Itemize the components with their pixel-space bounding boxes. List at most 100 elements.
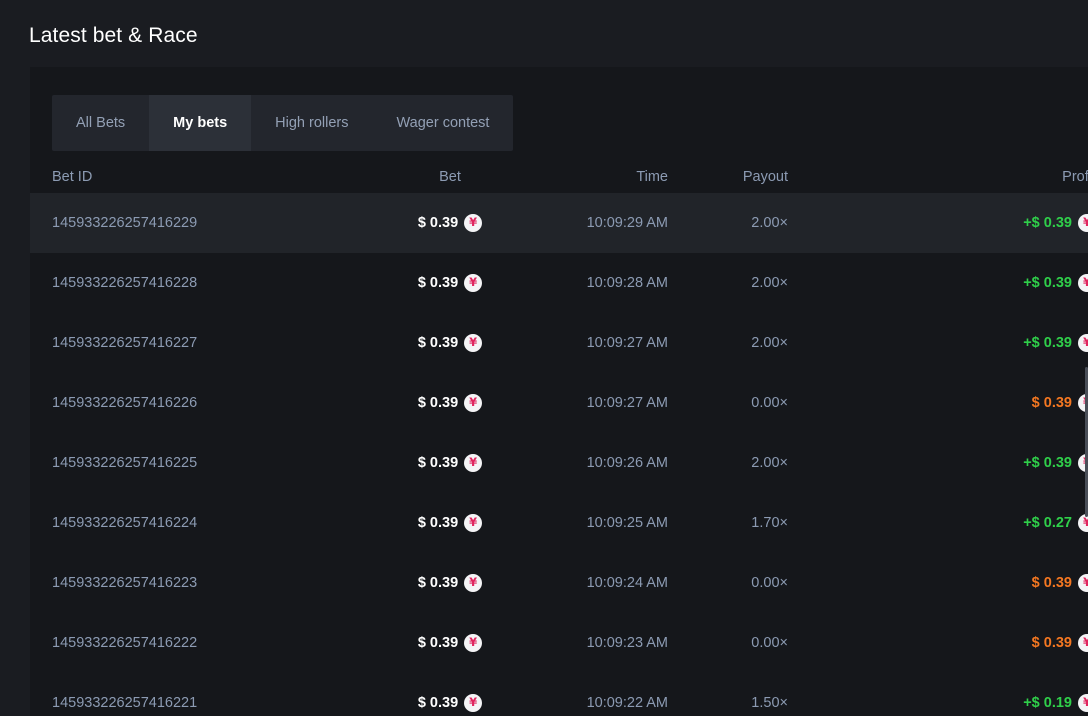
yen-coin-icon: ¥ (1078, 274, 1088, 292)
cell-bet-id[interactable]: 145933226257416226 (52, 395, 198, 411)
yen-coin-icon: ¥ (1078, 214, 1088, 232)
bet-amount-value: $ 0.39 (417, 635, 459, 651)
bet-amount-value: $ 0.39 (417, 515, 459, 531)
bet-amount-value: $ 0.39 (417, 335, 459, 351)
table-row[interactable]: 145933226257416223 $ 0.39 ¥10:09:24 AM 0.00… (30, 553, 1088, 613)
cell-payout: 2.00× (751, 455, 788, 471)
column-header-payout: Payout (742, 169, 788, 185)
profit-value: +$ 0.19 (1023, 695, 1072, 711)
yen-coin-icon: ¥ (464, 694, 483, 712)
cell-profit: $ 0.39¥ (820, 373, 1088, 433)
cell-time: 10:09:24 AM (586, 575, 668, 591)
cell-bet-amount: $ 0.39 ¥ (360, 253, 540, 313)
cell-bet-amount: $ 0.39 ¥ (360, 673, 540, 716)
yen-coin-icon: ¥ (464, 214, 483, 232)
cell-bet-id[interactable]: 145933226257416223 (52, 575, 198, 591)
cell-profit: +$ 0.27 ¥ (820, 493, 1088, 553)
yen-coin-icon: ¥ (464, 334, 483, 352)
bet-amount-value: $ 0.39 (417, 455, 459, 471)
cell-profit: +$ 0.39 ¥ (820, 313, 1088, 373)
tab-high-rollers[interactable]: High rollers (251, 95, 372, 151)
cell-bet-id[interactable]: 145933226257416225 (52, 455, 198, 471)
yen-coin-icon: ¥ (1078, 514, 1088, 532)
cell-bet-amount: $ 0.39 ¥ (360, 373, 540, 433)
cell-payout: 2.00× (751, 275, 788, 291)
table-row[interactable]: 145933226257416225 $ 0.39 ¥10:09:26 AM 2.00… (30, 433, 1088, 493)
cell-payout: 0.00× (751, 395, 788, 411)
profit-value: +$ 0.39 (1023, 335, 1072, 351)
cell-payout: 2.00× (751, 215, 788, 231)
cell-bet-amount: $ 0.39 ¥ (360, 613, 540, 673)
yen-coin-icon: ¥ (464, 394, 483, 412)
yen-coin-icon: ¥ (464, 574, 483, 592)
bet-feed-tabs: All Bets My bets High rollers Wager contest (52, 95, 514, 151)
table-row[interactable]: 145933226257416228 $ 0.39 ¥10:09:28 AM 2.00… (30, 253, 1088, 313)
cell-profit: $ 0.39 ¥ (820, 613, 1088, 673)
cell-bet-amount: $ 0.39 ¥ (360, 493, 540, 553)
cell-bet-amount: $ 0.39 ¥ (360, 193, 540, 253)
cell-bet-id[interactable]: 145933226257416228 (52, 275, 198, 291)
profit-value: +$ 0.39 (1023, 455, 1072, 471)
bet-amount-value: $ 0.39 (417, 275, 459, 291)
cell-profit: +$ 0.39 ¥ (820, 253, 1088, 313)
column-header-bet-id: Bet ID (52, 169, 93, 185)
tab-my-bets[interactable]: My bets (149, 95, 252, 151)
cell-time: 10:09:28 AM (586, 275, 668, 291)
yen-coin-icon: ¥ (464, 274, 483, 292)
yen-coin-icon: ¥ (1078, 574, 1088, 592)
cell-profit: +$ 0.39 ¥ (820, 193, 1088, 253)
cell-bet-amount: $ 0.39 ¥ (360, 553, 540, 613)
profit-value: +$ 0.39 (1023, 275, 1072, 291)
cell-time: 10:09:25 AM (586, 515, 668, 531)
cell-bet-amount: $ 0.39 ¥ (360, 313, 540, 373)
profit-value: +$ 0.27 (1023, 515, 1072, 531)
cell-payout: 2.00× (751, 335, 788, 351)
bet-amount-value: $ 0.39 (417, 215, 459, 231)
table-row[interactable]: 145933226257416221 $ 0.39 ¥10:09:22 AM 1.50… (30, 673, 1088, 716)
yen-coin-icon: ¥ (464, 454, 483, 472)
vertical-scrollbar[interactable] (1083, 67, 1088, 716)
page-title: Latest bet & Race (29, 24, 198, 47)
yen-coin-icon: ¥ (1078, 694, 1088, 712)
cell-payout: 1.70× (751, 515, 788, 531)
cell-profit: $ 0.39 ¥ (820, 553, 1088, 613)
cell-profit: +$ 0.19 ¥ (820, 673, 1088, 716)
bet-amount-value: $ 0.39 (417, 395, 459, 411)
table-row[interactable]: 145933226257416229 $ 0.39 ¥10:09:29 AM 2.00… (30, 193, 1088, 253)
cell-time: 10:09:27 AM (586, 395, 668, 411)
table-row[interactable]: 145933226257416224 $ 0.39 ¥10:09:25 AM 1.70… (30, 493, 1088, 553)
column-header-bet: Bet (439, 169, 461, 185)
cell-bet-id[interactable]: 145933226257416227 (52, 335, 198, 351)
table-row[interactable]: 145933226257416227 $ 0.39 ¥10:09:27 AM 2.00… (30, 313, 1088, 373)
yen-coin-icon: ¥ (1078, 334, 1088, 352)
table-row[interactable]: 145933226257416222 $ 0.39 ¥10:09:23 AM 0.00… (30, 613, 1088, 673)
cell-bet-id[interactable]: 145933226257416229 (52, 215, 198, 231)
tab-all-bets[interactable]: All Bets (52, 95, 149, 151)
cell-bet-id[interactable]: 145933226257416224 (52, 515, 198, 531)
cell-time: 10:09:26 AM (586, 455, 668, 471)
column-header-profit: Profit (1062, 169, 1088, 185)
bets-table: Bet ID Bet Time Payout Profit 145933226257416… (30, 161, 1088, 716)
table-row[interactable]: 145933226257416226 $ 0.39 ¥10:09:27 AM 0.00… (30, 373, 1088, 433)
cell-time: 10:09:27 AM (586, 335, 668, 351)
bet-amount-value: $ 0.39 (417, 695, 459, 711)
latest-bets-card: All Bets My bets High rollers Wager contest… (30, 67, 1088, 716)
cell-payout: 1.50× (751, 695, 788, 711)
cell-payout: 0.00× (751, 575, 788, 591)
scrollbar-thumb[interactable] (1085, 367, 1088, 517)
cell-profit: +$ 0.39¥ (820, 433, 1088, 493)
table-header-row: Bet ID Bet Time Payout Profit (30, 161, 1088, 193)
profit-value: +$ 0.39 (1023, 215, 1072, 231)
tab-wager-contest[interactable]: Wager contest (373, 95, 514, 151)
cell-bet-id[interactable]: 145933226257416222 (52, 635, 198, 651)
yen-coin-icon: ¥ (464, 514, 483, 532)
cell-time: 10:09:29 AM (586, 215, 668, 231)
bet-amount-value: $ 0.39 (417, 575, 459, 591)
profit-value: $ 0.39 (1031, 635, 1072, 651)
yen-coin-icon: ¥ (464, 634, 483, 652)
cell-bet-id[interactable]: 145933226257416221 (52, 695, 198, 711)
profit-value: $ 0.39 (1031, 575, 1072, 591)
yen-coin-icon: ¥ (1078, 634, 1088, 652)
cell-time: 10:09:22 AM (586, 695, 668, 711)
